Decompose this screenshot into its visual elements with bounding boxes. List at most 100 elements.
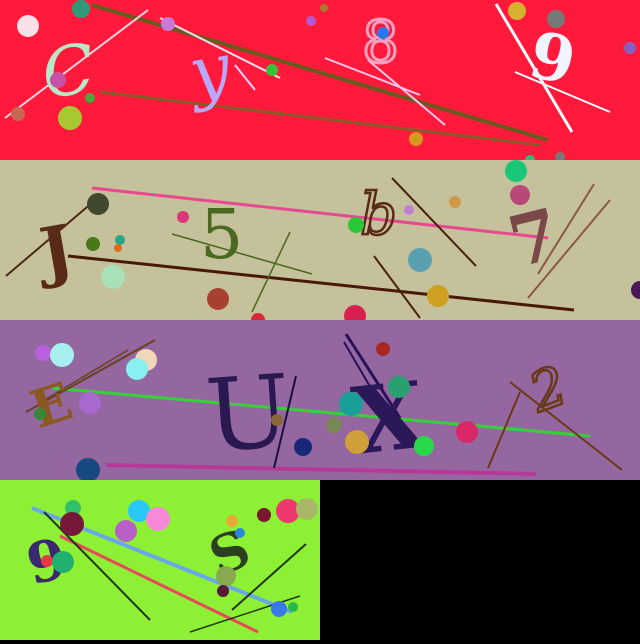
captcha-panel-2: J 5 b 7: [0, 160, 640, 327]
noise-dot: [216, 566, 236, 586]
captcha-panel-1: C y 8 9: [0, 0, 640, 165]
noise-line: [273, 375, 297, 469]
noise-line: [367, 59, 446, 126]
noise-line: [231, 543, 307, 611]
captcha-panel-3: E U X 2: [0, 320, 640, 482]
noise-line: [527, 199, 611, 299]
captcha-char: 8: [362, 8, 399, 76]
noise-dot: [555, 152, 565, 162]
noise-dot: [76, 458, 100, 482]
noise-line: [344, 333, 402, 419]
noise-dot: [126, 358, 148, 380]
noise-dot: [87, 193, 109, 215]
noise-dot: [72, 0, 90, 18]
noise-dot: [320, 4, 328, 12]
noise-dot: [50, 343, 74, 367]
captcha-char: U: [202, 352, 294, 475]
noise-dot: [345, 430, 369, 454]
noise-dot: [339, 392, 363, 416]
noise-dot: [271, 414, 283, 426]
noise-line: [487, 391, 521, 469]
noise-dot: [177, 211, 189, 223]
noise-dot: [41, 555, 53, 567]
noise-dot: [34, 408, 46, 420]
noise-line: [105, 463, 537, 476]
noise-line: [251, 231, 291, 313]
noise-line: [514, 71, 611, 113]
noise-line: [324, 57, 421, 96]
noise-dot: [226, 515, 238, 527]
noise-dot: [376, 342, 390, 356]
noise-line: [91, 186, 549, 240]
noise-dot: [115, 520, 137, 542]
noise-dot: [510, 185, 530, 205]
noise-dot: [207, 288, 229, 310]
noise-dot: [326, 417, 342, 433]
noise-dot: [86, 237, 100, 251]
noise-dot: [276, 499, 300, 523]
noise-dot: [409, 132, 423, 146]
noise-line: [4, 9, 149, 119]
noise-dot: [377, 27, 389, 39]
noise-dot: [404, 205, 414, 215]
noise-dot: [146, 507, 170, 531]
noise-line: [37, 349, 129, 405]
empty-area: [320, 480, 640, 640]
noise-line: [171, 233, 313, 275]
noise-line: [67, 254, 575, 312]
noise-dot: [128, 500, 150, 522]
noise-dot: [624, 42, 636, 54]
noise-dot: [288, 602, 298, 612]
noise-dot: [161, 17, 175, 31]
noise-line: [537, 183, 595, 275]
noise-dot: [217, 585, 229, 597]
noise-dot: [348, 217, 364, 233]
noise-dot: [11, 107, 25, 121]
noise-dot: [79, 392, 101, 414]
noise-dot: [50, 72, 66, 88]
noise-dot: [271, 601, 287, 617]
noise-dot: [65, 500, 81, 516]
captcha-char: b: [360, 180, 397, 248]
noise-line: [343, 341, 373, 391]
noise-dot: [388, 376, 410, 398]
noise-dot: [114, 244, 122, 252]
captcha-char: 5: [200, 196, 243, 275]
noise-dot: [505, 160, 527, 182]
noise-dot: [58, 106, 82, 130]
noise-line: [373, 255, 421, 319]
noise-dot: [17, 15, 39, 37]
noise-dot: [456, 421, 478, 443]
noise-dot: [408, 248, 432, 272]
noise-dot: [60, 512, 84, 536]
noise-dot: [547, 10, 565, 28]
noise-dot: [427, 285, 449, 307]
noise-dot: [85, 93, 95, 103]
noise-dot: [52, 551, 74, 573]
noise-line: [5, 195, 101, 277]
noise-dot: [266, 64, 278, 76]
noise-line: [234, 64, 256, 91]
noise-line: [51, 386, 591, 438]
noise-dot: [35, 345, 51, 361]
noise-dot: [101, 265, 125, 289]
noise-dot: [306, 16, 316, 26]
noise-line: [99, 90, 541, 147]
panel-2-background: [0, 160, 640, 320]
noise-dot: [508, 2, 526, 20]
noise-dot: [414, 436, 434, 456]
noise-dot: [296, 498, 318, 520]
noise-dot: [115, 235, 125, 245]
noise-line: [59, 534, 259, 634]
noise-line: [391, 177, 477, 267]
noise-dot: [449, 196, 461, 208]
noise-line: [494, 3, 574, 133]
captcha-char: X: [347, 361, 430, 476]
captcha-panel-4: 9 S: [0, 480, 320, 640]
noise-line: [509, 381, 623, 471]
noise-line: [25, 339, 156, 413]
noise-dot: [257, 508, 271, 522]
noise-dot: [235, 528, 245, 538]
